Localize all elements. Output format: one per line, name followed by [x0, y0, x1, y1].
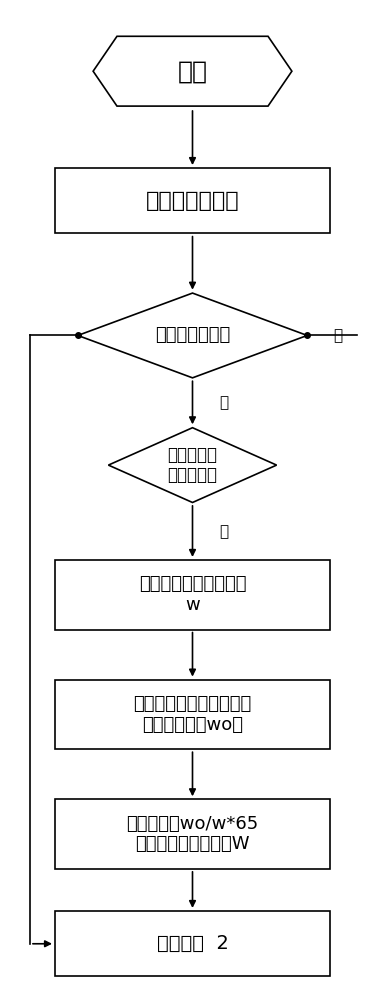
- Text: 是否监测到双眼: 是否监测到双眼: [155, 326, 230, 344]
- Text: 双眼间距小
于头部轮廓: 双眼间距小 于头部轮廓: [167, 446, 218, 484]
- Text: 开始: 开始: [177, 59, 208, 83]
- Text: 否: 否: [333, 328, 342, 343]
- Text: 是: 是: [219, 524, 228, 539]
- Text: 代入关系式wo/w*65
求得实际物体尺寸值W: 代入关系式wo/w*65 求得实际物体尺寸值W: [126, 815, 259, 853]
- Text: 是: 是: [219, 395, 228, 410]
- Text: 初始化系统配置: 初始化系统配置: [146, 191, 239, 211]
- Text: 获取画面中当前目标人物
附近物体尺寸wo。: 获取画面中当前目标人物 附近物体尺寸wo。: [133, 695, 252, 734]
- Text: 延迟函数  2: 延迟函数 2: [157, 934, 228, 953]
- Text: 测算画面中双眼间距值
w: 测算画面中双眼间距值 w: [139, 575, 246, 614]
